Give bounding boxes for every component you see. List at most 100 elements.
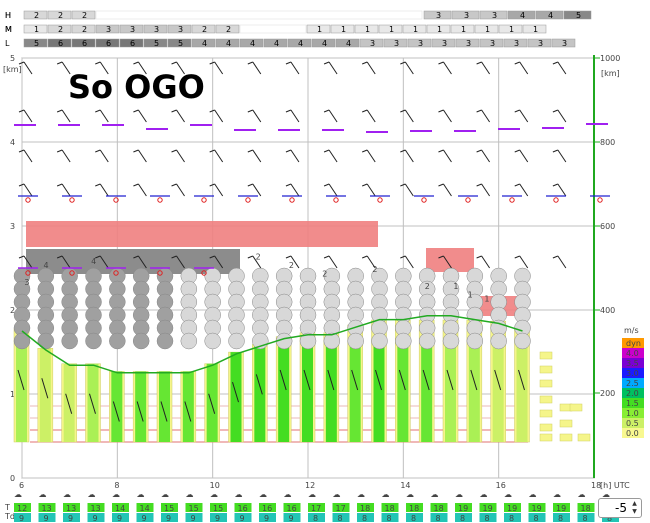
climb-bar [278, 340, 290, 442]
cloud-cell-value: 1 [485, 25, 490, 34]
temperature-cell [14, 503, 31, 512]
wind-barb [137, 183, 147, 197]
dewpoint-value: 8 [362, 514, 367, 523]
wind-barb [481, 149, 491, 163]
climb-bar [468, 340, 480, 442]
wind-barb [362, 61, 368, 65]
cloud-cell-value: 3 [514, 39, 519, 48]
cloud-cell-value: 3 [418, 39, 423, 48]
weather-icon: ☁ [308, 490, 316, 499]
cloud-cell [359, 38, 384, 48]
cloud-cell [143, 24, 168, 34]
wind-barb [400, 61, 406, 65]
cloud-cell-value: 3 [178, 25, 183, 34]
cloud-cell [498, 24, 523, 34]
cloud-cell [474, 24, 499, 34]
legend-label: 1.0 [626, 409, 639, 418]
offset-stepper[interactable]: -5 ▲ ▼ [598, 498, 642, 518]
wind-speed-label: 1 [484, 295, 489, 304]
wind-barb [209, 149, 215, 153]
cloud-puff [299, 332, 317, 350]
dewpoint-value: 9 [19, 514, 24, 523]
cloud-cell [23, 10, 48, 20]
wind-barb [552, 109, 559, 113]
wind-barb [290, 149, 300, 163]
wind-barb [209, 255, 215, 259]
cloud-cell-value: 1 [34, 25, 39, 34]
cloud-cell-value: 4 [202, 39, 207, 48]
wind-stick [136, 401, 144, 422]
temperature-value: 16 [287, 504, 297, 513]
weather-icon: ☁ [382, 490, 390, 499]
weather-icon: ☁ [161, 490, 169, 499]
cloud-cell-value: 4 [548, 11, 553, 20]
wind-barb [133, 149, 139, 153]
cloud-cell [263, 38, 288, 48]
wind-barb [56, 109, 63, 113]
wind-barb [252, 255, 262, 269]
legend-swatch [622, 398, 644, 408]
climb-bar [445, 340, 456, 442]
wind-barb [133, 61, 139, 65]
wind-barb [557, 109, 567, 123]
cloud-cell [119, 38, 144, 48]
cloud-cell-value: 5 [178, 39, 183, 48]
wind-barb [56, 255, 63, 259]
climb-bar [63, 363, 75, 442]
wind-barb [137, 109, 147, 123]
wind-stick [65, 393, 73, 414]
weather-icon: ☁ [553, 490, 561, 499]
wind-barb [400, 109, 406, 113]
cloud-cell-value: 4 [322, 39, 327, 48]
wind-barb [133, 255, 139, 259]
dewpoint-cell [283, 513, 301, 522]
wind-barb [23, 255, 33, 269]
wind-stick [255, 374, 263, 395]
temperature-value: 18 [434, 504, 444, 513]
climb-bar [206, 363, 218, 442]
wind-barb [290, 109, 300, 123]
dewpoint-cell [528, 513, 546, 522]
cloud-puff [395, 332, 412, 350]
dewpoint-cell [504, 513, 521, 522]
legend-label: 3.0 [626, 369, 639, 378]
wind-barb [519, 109, 529, 123]
wind-barb [61, 183, 71, 197]
cloud-cell [407, 38, 432, 48]
level-marker-dot [333, 197, 339, 203]
cloud-puff [61, 332, 78, 350]
wind-barb [438, 61, 444, 65]
wind-barb [209, 109, 215, 113]
wind-barb [438, 255, 444, 259]
wind-barb [366, 149, 376, 163]
x-axis-tick: 14 [400, 481, 410, 490]
dewpoint-value: 9 [68, 514, 73, 523]
level-marker-dot [25, 197, 31, 203]
cloud-row-m: M 1 2 2 3 3 3 3 2 2 [5, 24, 240, 34]
dewpoint-value: 9 [215, 514, 220, 523]
weather-icon: ☁ [137, 490, 145, 499]
weather-icon: ☁ [210, 490, 218, 499]
cloud-row-m: M 1 1 1 1 1 1 1 1 1 1 [5, 24, 547, 34]
wind-barb [247, 183, 253, 187]
stepper-arrows-icon[interactable]: ▲ ▼ [632, 500, 637, 515]
level-marker-dot [245, 197, 251, 203]
wind-speed-label: 4 [91, 257, 96, 266]
legend-swatch [622, 338, 644, 348]
stepper-value: -5 [615, 501, 627, 515]
left-axis-tick: 2 [10, 306, 15, 315]
cloud-cell-value: 3 [490, 39, 495, 48]
cloud-puff [156, 332, 174, 350]
weather-icon: ☁ [406, 490, 414, 499]
temperature-value: 14 [115, 504, 125, 513]
cloud-cell [423, 10, 452, 20]
dewpoint-cell [63, 513, 80, 522]
temperature-value: 15 [189, 504, 199, 513]
wind-barb [285, 109, 292, 113]
wind-barb [323, 149, 330, 153]
temperature-cell [210, 503, 227, 512]
cloud-row-l: L 5 6 6 6 6 5 5 4 4 4 4 4 4 4 3 3 3 3 3 3 3 3 3 [5, 38, 576, 48]
cloud-cell [191, 24, 216, 34]
dewpoint-cell [87, 513, 105, 522]
